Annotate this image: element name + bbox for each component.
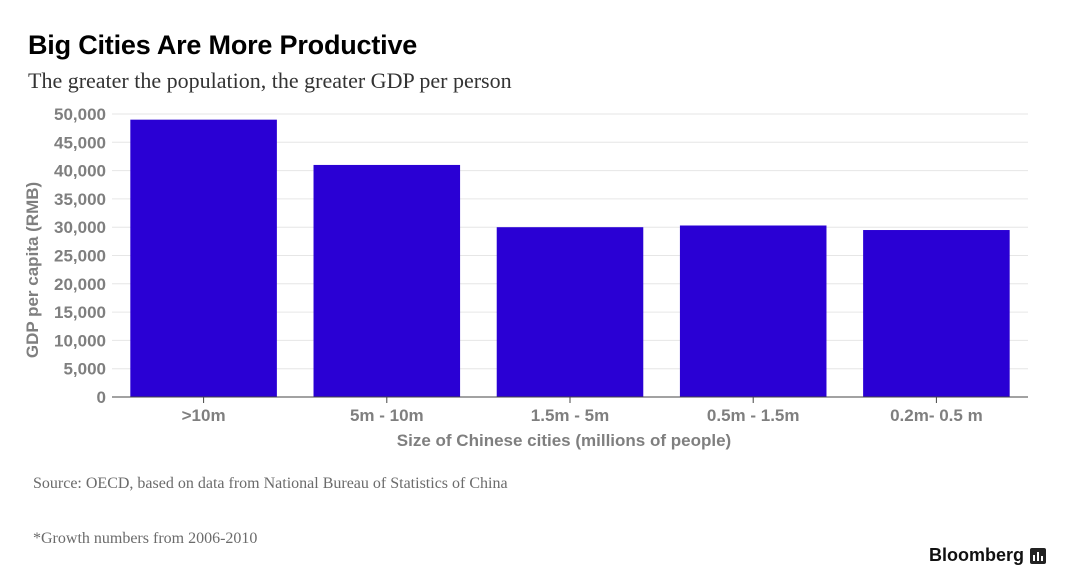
x-tick-label: 5m - 10m xyxy=(350,406,424,425)
source-note: Source: OECD, based on data from Nationa… xyxy=(33,475,508,492)
y-tick-label: 0 xyxy=(97,388,106,407)
y-tick-label: 25,000 xyxy=(54,247,106,266)
y-tick-label: 5,000 xyxy=(63,360,106,379)
bar xyxy=(313,164,461,397)
bar xyxy=(863,230,1010,397)
brand-logo: Bloomberg xyxy=(929,545,1046,566)
y-tick-label: 45,000 xyxy=(54,133,106,152)
x-axis-label: Size of Chinese cities (millions of peop… xyxy=(397,431,731,450)
y-tick-label: 50,000 xyxy=(54,105,106,124)
x-tick-label: 0.5m - 1.5m xyxy=(707,406,800,425)
x-tick-label: 1.5m - 5m xyxy=(531,406,609,425)
y-tick-label: 20,000 xyxy=(54,275,106,294)
brand-name: Bloomberg xyxy=(928,545,1024,565)
chart-title: Big Cities Are More Productive xyxy=(28,30,418,60)
bar xyxy=(679,225,827,397)
bar xyxy=(496,227,644,397)
y-tick-label: 30,000 xyxy=(54,218,106,237)
bar xyxy=(130,119,277,397)
y-tick-label: 10,000 xyxy=(54,331,106,350)
y-tick-label: 40,000 xyxy=(54,162,106,181)
bar-chart: 0 5,000 10,000 15,000 20,000 25,000 30,000 35,0… xyxy=(23,105,1028,450)
x-tick-label: 0.2m- 0.5 m xyxy=(890,406,983,425)
y-tick-label: 35,000 xyxy=(54,190,106,209)
y-axis-label: GDP per capita (RMB) xyxy=(23,182,42,358)
y-tick-label: 15,000 xyxy=(54,303,106,322)
footnote: *Growth numbers from 2006-2010 xyxy=(33,530,258,547)
bloomberg-bars-icon xyxy=(1030,547,1046,564)
x-tick-label: >10m xyxy=(182,406,226,425)
chart-subtitle: The greater the population, the greater … xyxy=(28,68,512,93)
